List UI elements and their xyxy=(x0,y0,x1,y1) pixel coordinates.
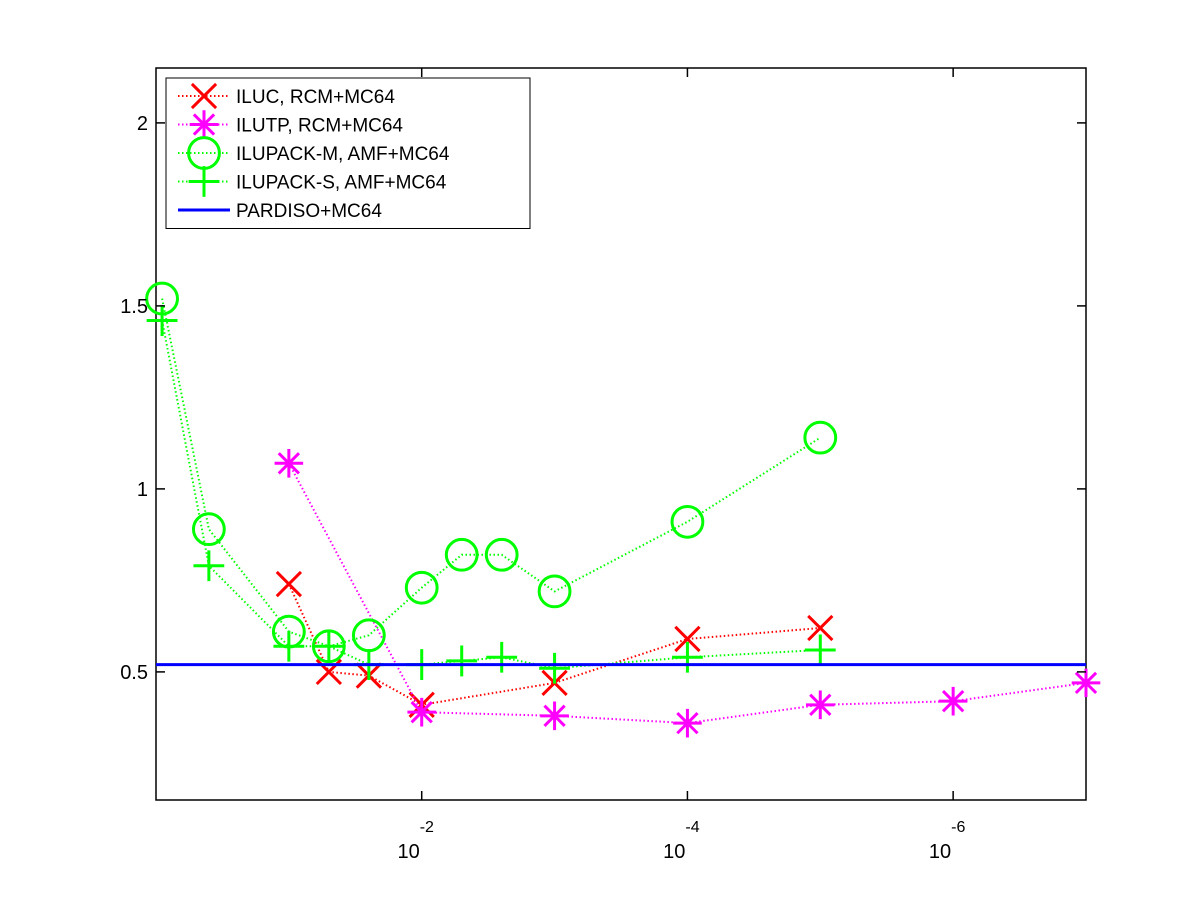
data-point-asterisk xyxy=(1071,668,1101,698)
data-point-plus xyxy=(672,641,703,673)
data-point-plus xyxy=(146,305,178,336)
y-tick-label: 1.5 xyxy=(120,296,148,318)
data-point-asterisk xyxy=(938,686,968,716)
x-tick-exponent: -2 xyxy=(420,819,434,836)
legend: ILUC, RCM+MC64 ILUTP, RCM+MC64 ILUPACK-M, … xyxy=(165,77,531,229)
data-point-asterisk xyxy=(805,690,835,720)
data-point-x xyxy=(807,614,834,642)
data-point-circle xyxy=(404,570,439,605)
data-point-circle xyxy=(444,537,479,572)
x-tick-exponent: -4 xyxy=(685,819,699,836)
data-point-circle xyxy=(191,512,226,547)
data-point-plus xyxy=(539,652,570,684)
data-point-plus xyxy=(193,550,225,582)
x-tick-base: 10 xyxy=(663,841,685,863)
y-tick-label: 0.5 xyxy=(120,662,148,684)
x-tick-base: 10 xyxy=(929,841,951,863)
series-group xyxy=(145,281,1101,738)
data-point-asterisk xyxy=(274,448,304,478)
data-point-asterisk xyxy=(189,110,219,139)
legend-label: ILUPACK-S, AMF+MC64 xyxy=(236,173,447,194)
data-point-circle xyxy=(484,537,519,572)
series-line xyxy=(161,298,821,648)
legend-label: ILUC, RCM+MC64 xyxy=(236,87,395,108)
y-tick-label: 2 xyxy=(137,113,148,135)
data-point-plus xyxy=(188,166,220,197)
data-point-plus xyxy=(446,645,478,677)
x-tick-base: 10 xyxy=(397,841,419,863)
data-point-asterisk xyxy=(673,708,702,738)
legend-label: ILUTP, RCM+MC64 xyxy=(236,116,403,137)
data-point-asterisk xyxy=(407,697,437,727)
data-point-plus xyxy=(273,630,305,662)
data-point-x xyxy=(674,625,701,653)
x-tick-exponent: -6 xyxy=(951,819,965,836)
data-point-x xyxy=(275,570,303,598)
data-point-circle xyxy=(803,420,838,455)
legend-label: PARDISO+MC64 xyxy=(236,201,382,222)
data-point-circle xyxy=(670,504,705,539)
data-point-plus xyxy=(313,630,345,662)
legend-label: ILUPACK-M, AMF+MC64 xyxy=(236,144,450,165)
data-point-asterisk xyxy=(540,701,569,731)
data-point-x xyxy=(190,82,218,110)
data-point-plus xyxy=(486,641,518,673)
data-point-plus xyxy=(804,634,836,666)
y-tick-label: 1 xyxy=(137,479,148,501)
data-point-circle xyxy=(537,574,572,609)
